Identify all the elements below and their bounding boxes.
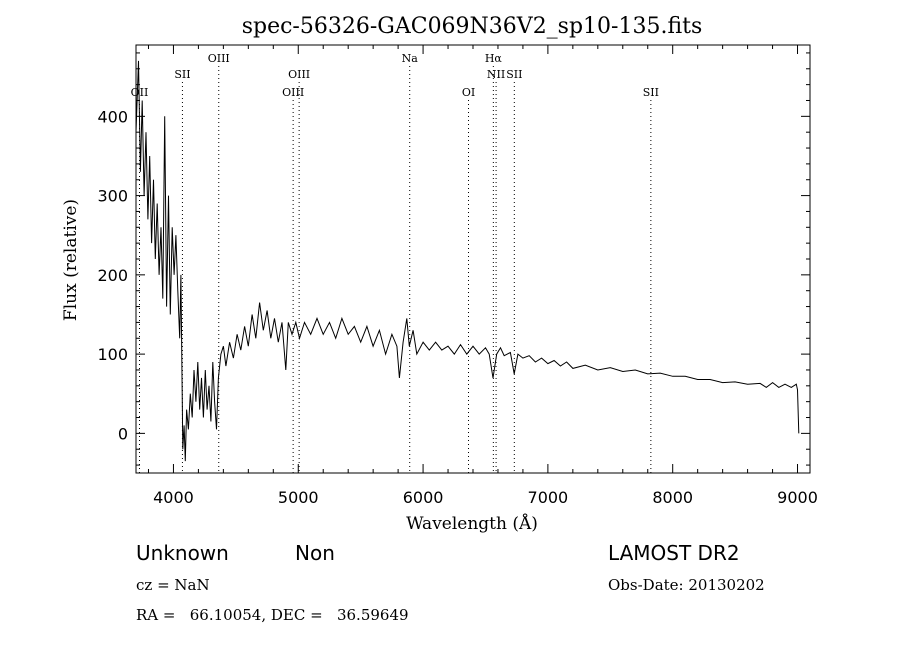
x-axis: 4000 5000 6000 7000 8000 9000 — [147, 45, 818, 507]
spectrum-line — [136, 60, 800, 462]
spectral-line-label: SII — [174, 68, 190, 81]
spectral-line-label: Na — [402, 52, 419, 65]
x-tick-label: 5000 — [278, 488, 319, 507]
x-tick-label: 8000 — [652, 488, 693, 507]
x-axis-label: Wavelength (Å) — [406, 513, 538, 534]
subclass-label: Non — [295, 541, 335, 565]
x-tick-label: 4000 — [153, 488, 194, 507]
spectral-line-label: Hα — [485, 52, 503, 65]
redshift-text: cz = NaN — [136, 576, 210, 594]
spectral-line-label: OIII — [282, 86, 304, 99]
spectral-line-label: OIII — [288, 68, 310, 81]
y-tick-label: 0 — [118, 424, 128, 443]
y-tick-label: 200 — [97, 266, 128, 285]
survey-label: LAMOST DR2 — [608, 541, 740, 565]
spectral-line-label: OI — [462, 86, 475, 99]
spectral-line-label: OII — [131, 86, 149, 99]
y-axis-label: Flux (relative) — [61, 199, 81, 321]
class-label: Unknown — [136, 541, 229, 565]
chart-title: spec-56326-GAC069N36V2_sp10-135.fits — [242, 14, 703, 39]
plot-frame — [135, 44, 811, 474]
coordinates-text: RA = 66.10054, DEC = 36.59649 — [136, 606, 409, 624]
spectral-line-label: SII — [643, 86, 659, 99]
spectral-line-label: NII — [487, 68, 505, 81]
y-tick-label: 300 — [97, 187, 128, 206]
y-tick-label: 100 — [97, 345, 128, 364]
obs-date-text: Obs-Date: 20130202 — [608, 576, 765, 594]
x-tick-label: 9000 — [777, 488, 818, 507]
x-tick-label: 6000 — [403, 488, 444, 507]
x-tick-label: 7000 — [528, 488, 569, 507]
y-axis: 0 100 200 300 400 — [97, 52, 810, 466]
spectral-line-label: OIII — [208, 52, 230, 65]
y-tick-label: 400 — [97, 107, 128, 126]
spectral-line-markers — [138, 66, 652, 473]
spectral-line-label: SII — [506, 68, 522, 81]
